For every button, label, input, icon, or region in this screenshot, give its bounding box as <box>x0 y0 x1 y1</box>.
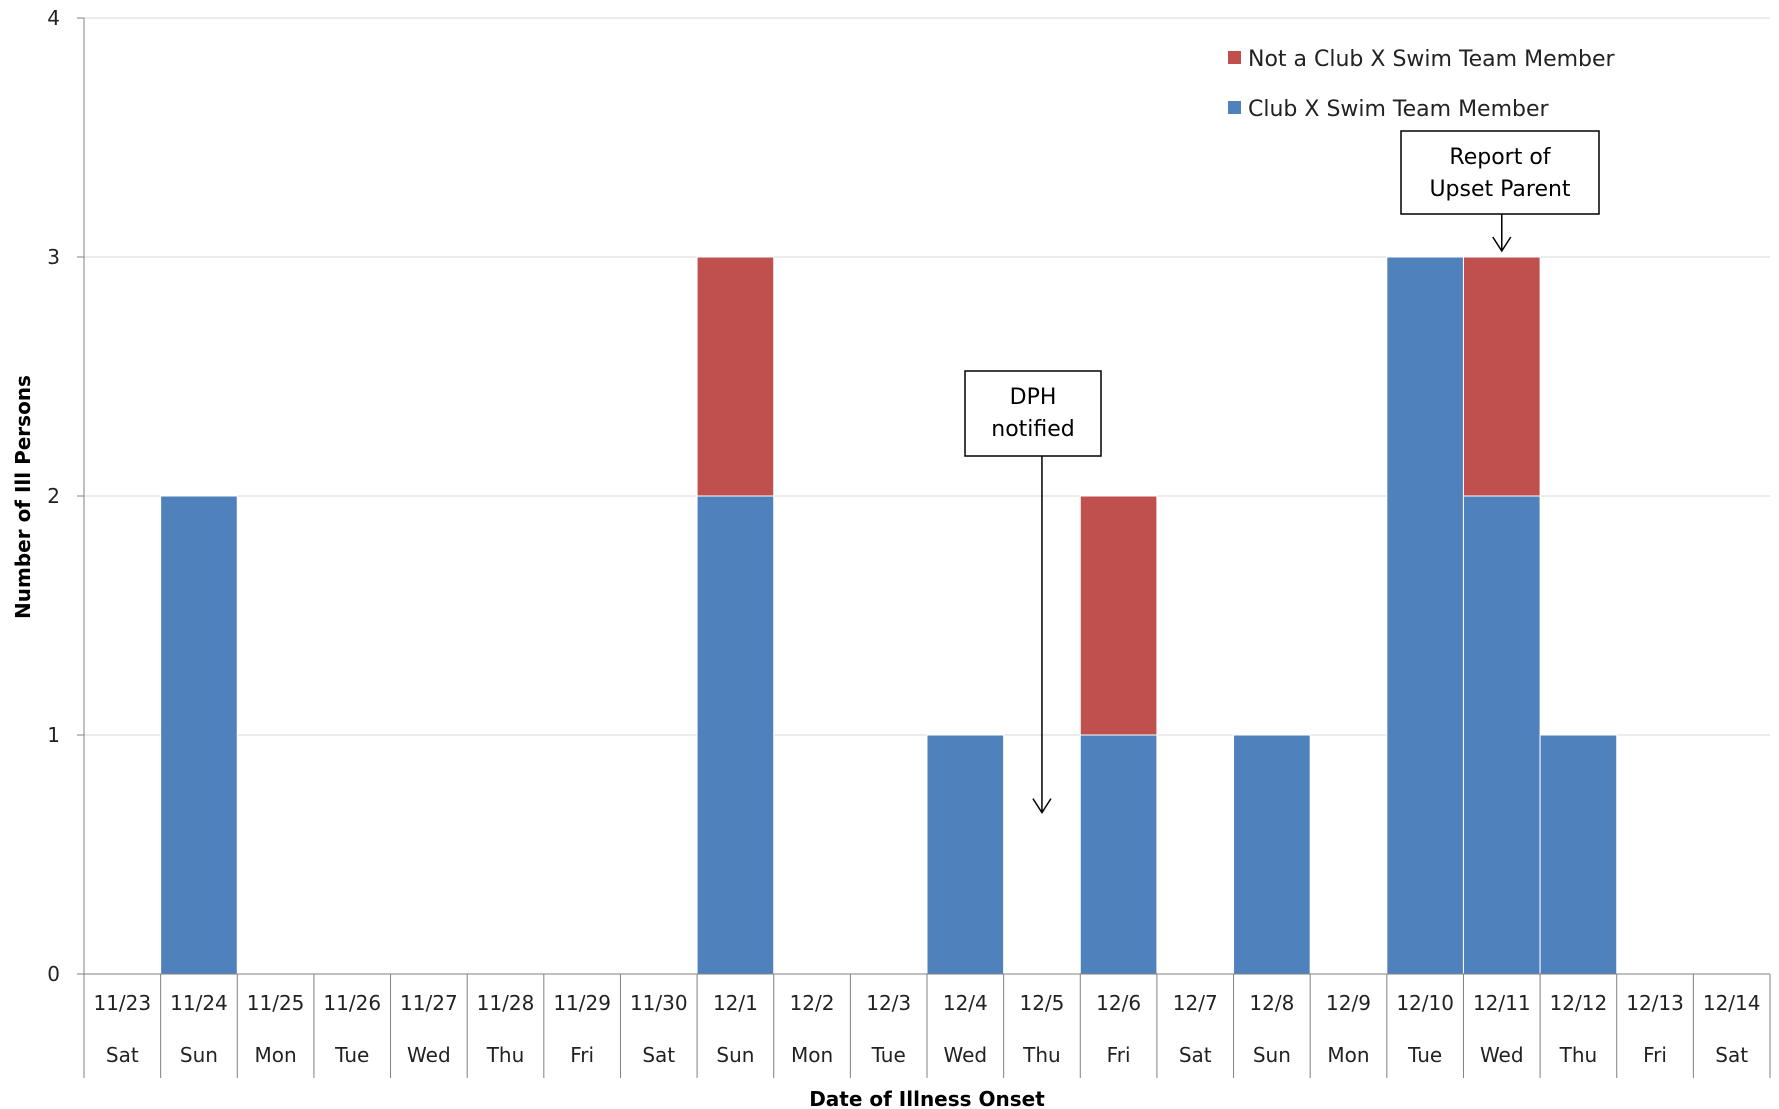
bar <box>926 734 1005 975</box>
x-tick-label: 12/10 <box>1396 991 1454 1015</box>
x-tick-label: 12/8 <box>1249 991 1294 1015</box>
x-weekday-label: Fri <box>570 1043 594 1067</box>
annotation-arrow-head <box>1492 236 1512 253</box>
y-tick-label: 4 <box>47 6 60 30</box>
x-tick-label: 12/14 <box>1703 991 1761 1015</box>
x-weekday-label: Wed <box>944 1043 988 1067</box>
y-tick-label: 1 <box>47 723 60 747</box>
bar <box>696 256 775 497</box>
legend-label: Not a Club X Swim Team Member <box>1248 47 1616 72</box>
annotation-text: Upset Parent <box>1429 177 1570 202</box>
y-tick-label: 3 <box>47 245 60 269</box>
x-weekday-label: Thu <box>1559 1043 1598 1067</box>
x-tick-label: 11/27 <box>400 991 458 1015</box>
bar <box>1079 495 1158 736</box>
x-weekday-label: Sat <box>106 1043 139 1067</box>
bar <box>1233 734 1311 975</box>
bars <box>160 256 1618 975</box>
y-axis-title: Number of Ill Persons <box>11 375 35 619</box>
x-tick-label: 11/25 <box>247 991 305 1015</box>
x-weekday-label: Fri <box>1107 1043 1131 1067</box>
x-weekday-label: Tue <box>1407 1043 1442 1067</box>
bar <box>160 495 238 975</box>
x-axis-title: Date of Illness Onset <box>809 1087 1045 1109</box>
x-tick-label: 12/9 <box>1326 991 1371 1015</box>
bar <box>1462 495 1541 975</box>
legend-swatch <box>1228 101 1241 114</box>
x-tick-label: 12/1 <box>713 991 758 1015</box>
annotation-text: DPH <box>1010 385 1057 410</box>
x-weekday-label: Wed <box>407 1043 451 1067</box>
bar <box>696 495 775 975</box>
annotation-text: notified <box>991 417 1075 442</box>
x-weekday-label: Mon <box>1327 1043 1369 1067</box>
x-tick-label: 12/3 <box>866 991 911 1015</box>
x-tick-label: 12/6 <box>1096 991 1141 1015</box>
annotation-box <box>1400 130 1600 215</box>
legend-label: Club X Swim Team Member <box>1248 97 1550 122</box>
annotation-text: Report of <box>1449 145 1551 170</box>
x-weekday-label: Fri <box>1643 1043 1667 1067</box>
legend: Not a Club X Swim Team Member Club X Swim… <box>1228 47 1616 122</box>
x-weekday-label: Mon <box>791 1043 833 1067</box>
x-weekday-label: Mon <box>255 1043 297 1067</box>
x-tick-label: 11/23 <box>93 991 151 1015</box>
x-tick-label: 12/5 <box>1019 991 1064 1015</box>
x-tick-label: 11/29 <box>553 991 611 1015</box>
annotation-box <box>964 370 1102 457</box>
x-tick-label: 11/24 <box>170 991 228 1015</box>
y-tick-label: 2 <box>47 484 60 508</box>
x-tick-label: 12/12 <box>1550 991 1608 1015</box>
x-weekday-label: Sat <box>1179 1043 1212 1067</box>
x-weekday-label: Sat <box>642 1043 675 1067</box>
x-tick-label: 12/2 <box>790 991 835 1015</box>
legend-swatch <box>1228 51 1241 64</box>
x-weekday-label: Sun <box>1253 1043 1291 1067</box>
x-weekday-label: Wed <box>1480 1043 1524 1067</box>
axes: 0 1 2 3 4 11/23 Sat 11/24 Sun 11/25 Mon 11/26 Tue 11/… <box>47 6 1771 1078</box>
bar <box>1462 256 1541 497</box>
x-tick-label: 11/30 <box>630 991 688 1015</box>
bar <box>1386 256 1464 975</box>
x-weekday-label: Sun <box>716 1043 754 1067</box>
y-tick-label: 0 <box>47 962 60 986</box>
x-tick-label: 12/7 <box>1173 991 1218 1015</box>
x-weekday-label: Tue <box>334 1043 369 1067</box>
x-weekday-label: Thu <box>1022 1043 1061 1067</box>
bar <box>1079 734 1158 975</box>
x-tick-label: 11/26 <box>323 991 381 1015</box>
x-tick-label: 12/13 <box>1626 991 1684 1015</box>
annotations: DPH notified Report of Upset Parent <box>964 130 1600 815</box>
x-tick-label: 11/28 <box>477 991 535 1015</box>
bar <box>1539 734 1618 975</box>
x-weekday-label: Sun <box>180 1043 218 1067</box>
annotation-arrow-head <box>1032 798 1052 815</box>
x-tick-label: 12/11 <box>1473 991 1531 1015</box>
x-tick-label: 12/4 <box>943 991 988 1015</box>
x-weekday-label: Tue <box>871 1043 906 1067</box>
x-weekday-label: Thu <box>486 1043 525 1067</box>
x-weekday-label: Sat <box>1715 1043 1748 1067</box>
